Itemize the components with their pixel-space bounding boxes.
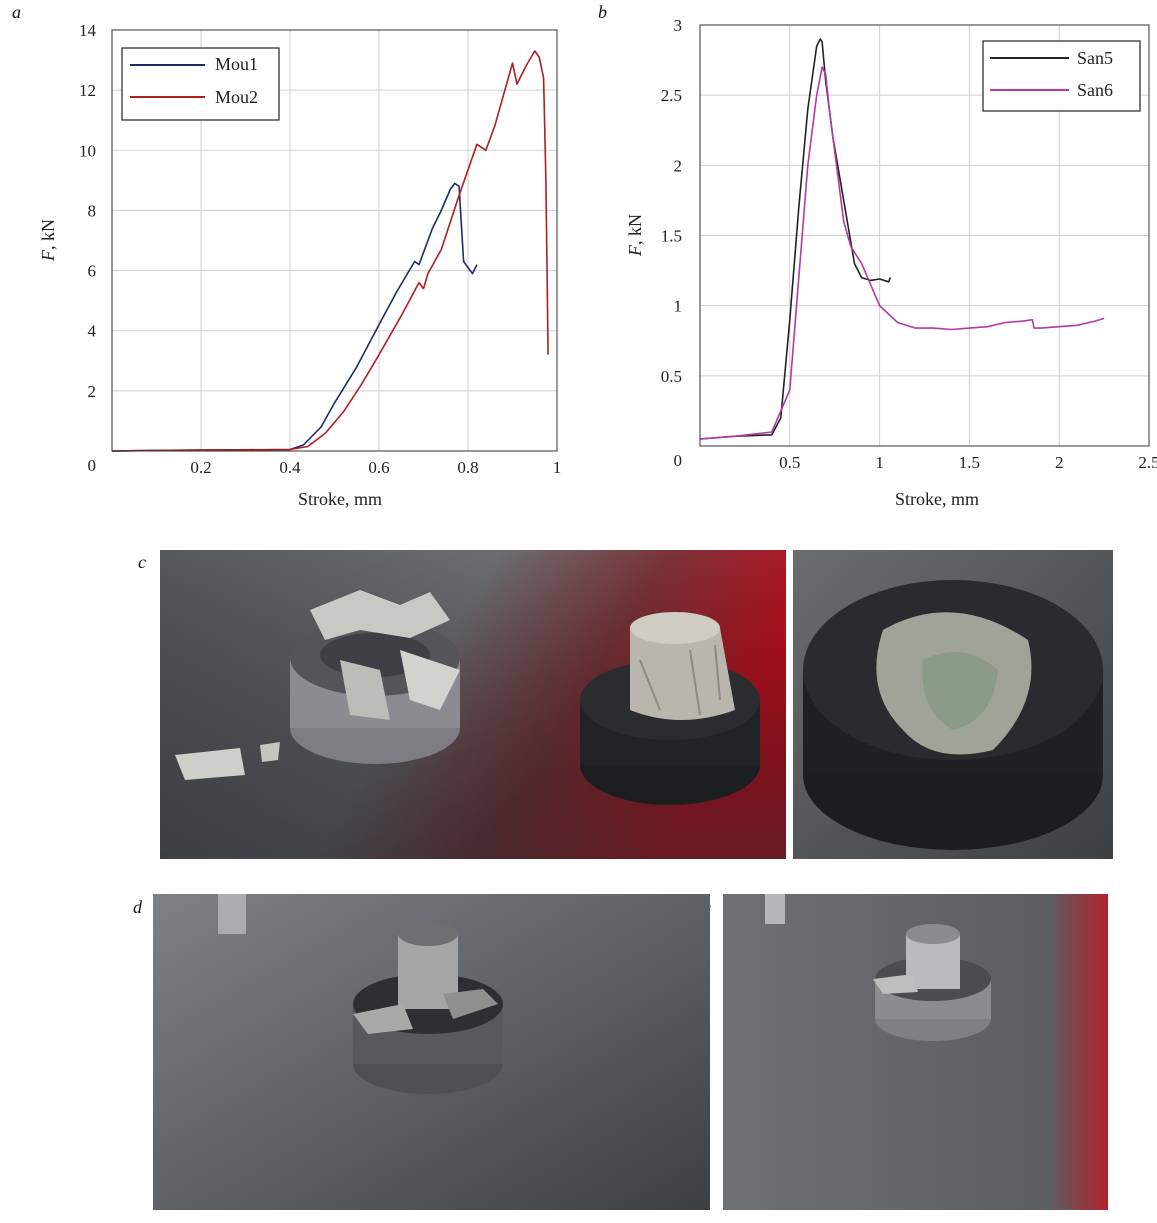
chart-a-xlabel: Stroke, mm [298,489,382,509]
chart-b-series [699,38,1105,440]
chart-a-legend: Mou1 Mou2 [121,47,280,121]
chart-a-series [111,50,549,452]
chart-b-plot-frame [699,24,1150,447]
chart-a-xtick-label-1: 0.4 [279,458,301,477]
chart-b-ytick-label-3: 1.5 [661,227,682,246]
chart-b-xtick-label-1: 1 [875,453,884,472]
chart-a-ytick-label-2: 4 [88,322,97,341]
chart-a-xtick-label-2: 0.6 [368,458,389,477]
chart-b-xlabel: Stroke, mm [895,489,979,509]
panel-label-c: c [138,552,146,572]
chart-a-legend-label-mou2: Mou2 [215,87,258,107]
chart-a-xtick-label-0: 0.2 [190,458,211,477]
chart-a-ylabel-var: F [38,249,58,262]
chart-b-legend: San5 San6 [982,40,1141,112]
chart-a-series-mou2 [111,50,549,452]
chart-a-ytick-label-5: 10 [79,141,96,160]
chart-a-xtick-label-3: 0.8 [457,458,478,477]
chart-b-ytick-label-5: 2.5 [661,86,682,105]
chart-b-xtick-label-2: 1.5 [959,453,980,472]
chart-b-series-san6 [699,66,1105,440]
chart-b-ytick-label-2: 1 [674,297,683,316]
chart-b-ylabel-unit: , kN [625,214,645,245]
chart-a-ytick-label-0: 0 [88,456,97,475]
chart-b-xtick-label-0: 0.5 [779,453,800,472]
chart-b-legend-label-san6: San6 [1077,80,1113,100]
chart-a-ytick-label-6: 12 [79,81,96,100]
chart-b-legend-label-san5: San5 [1077,48,1113,68]
panel-label-a: a [12,2,21,22]
photo-c-right [793,550,1113,859]
chart-b-xtick-label-4: 2.5 [1138,453,1157,472]
chart-b-ytick-label-6: 3 [674,16,683,35]
chart-a-ytick-label-4: 8 [88,201,97,220]
chart-a-legend-label-mou1: Mou1 [215,54,258,74]
chart-a-ytick-label-1: 2 [88,382,97,401]
chart-b-ylabel: F, kN [625,214,645,257]
chart-b-ytick-label-0: 0 [674,451,683,470]
chart-a-ytick-label-3: 6 [88,262,97,281]
panel-label-b: b [598,2,607,22]
chart-a-ylabel: F, kN [38,219,58,262]
chart-a-ylabel-unit: , kN [38,219,58,250]
chart-a-ytick-label-7: 14 [79,21,97,40]
chart-b-ticks: 0.5 1 1.5 2 2.5 0 0.5 1 1.5 2 2.5 3 [661,16,1157,472]
photo-c-left [160,550,786,859]
chart-a-plot-frame [111,29,558,452]
photo-d [153,894,710,1210]
chart-b-series-san5 [699,38,892,440]
chart-b: 0.5 1 1.5 2 2.5 0 0.5 1 1.5 2 2.5 3 Stroke, mm F, k… [625,16,1157,509]
panel-label-d: d [133,897,142,917]
photo-e [723,894,1108,1210]
chart-a-legend-box [121,47,280,121]
chart-b-xtick-label-3: 2 [1055,453,1064,472]
chart-b-legend-box [982,40,1141,112]
chart-a-xtick-label-4: 1 [553,458,562,477]
chart-b-ytick-label-4: 2 [674,156,683,175]
chart-b-ytick-label-1: 0.5 [661,367,682,386]
chart-b-ylabel-var: F [625,244,645,257]
chart-a-series-mou1 [111,182,478,452]
